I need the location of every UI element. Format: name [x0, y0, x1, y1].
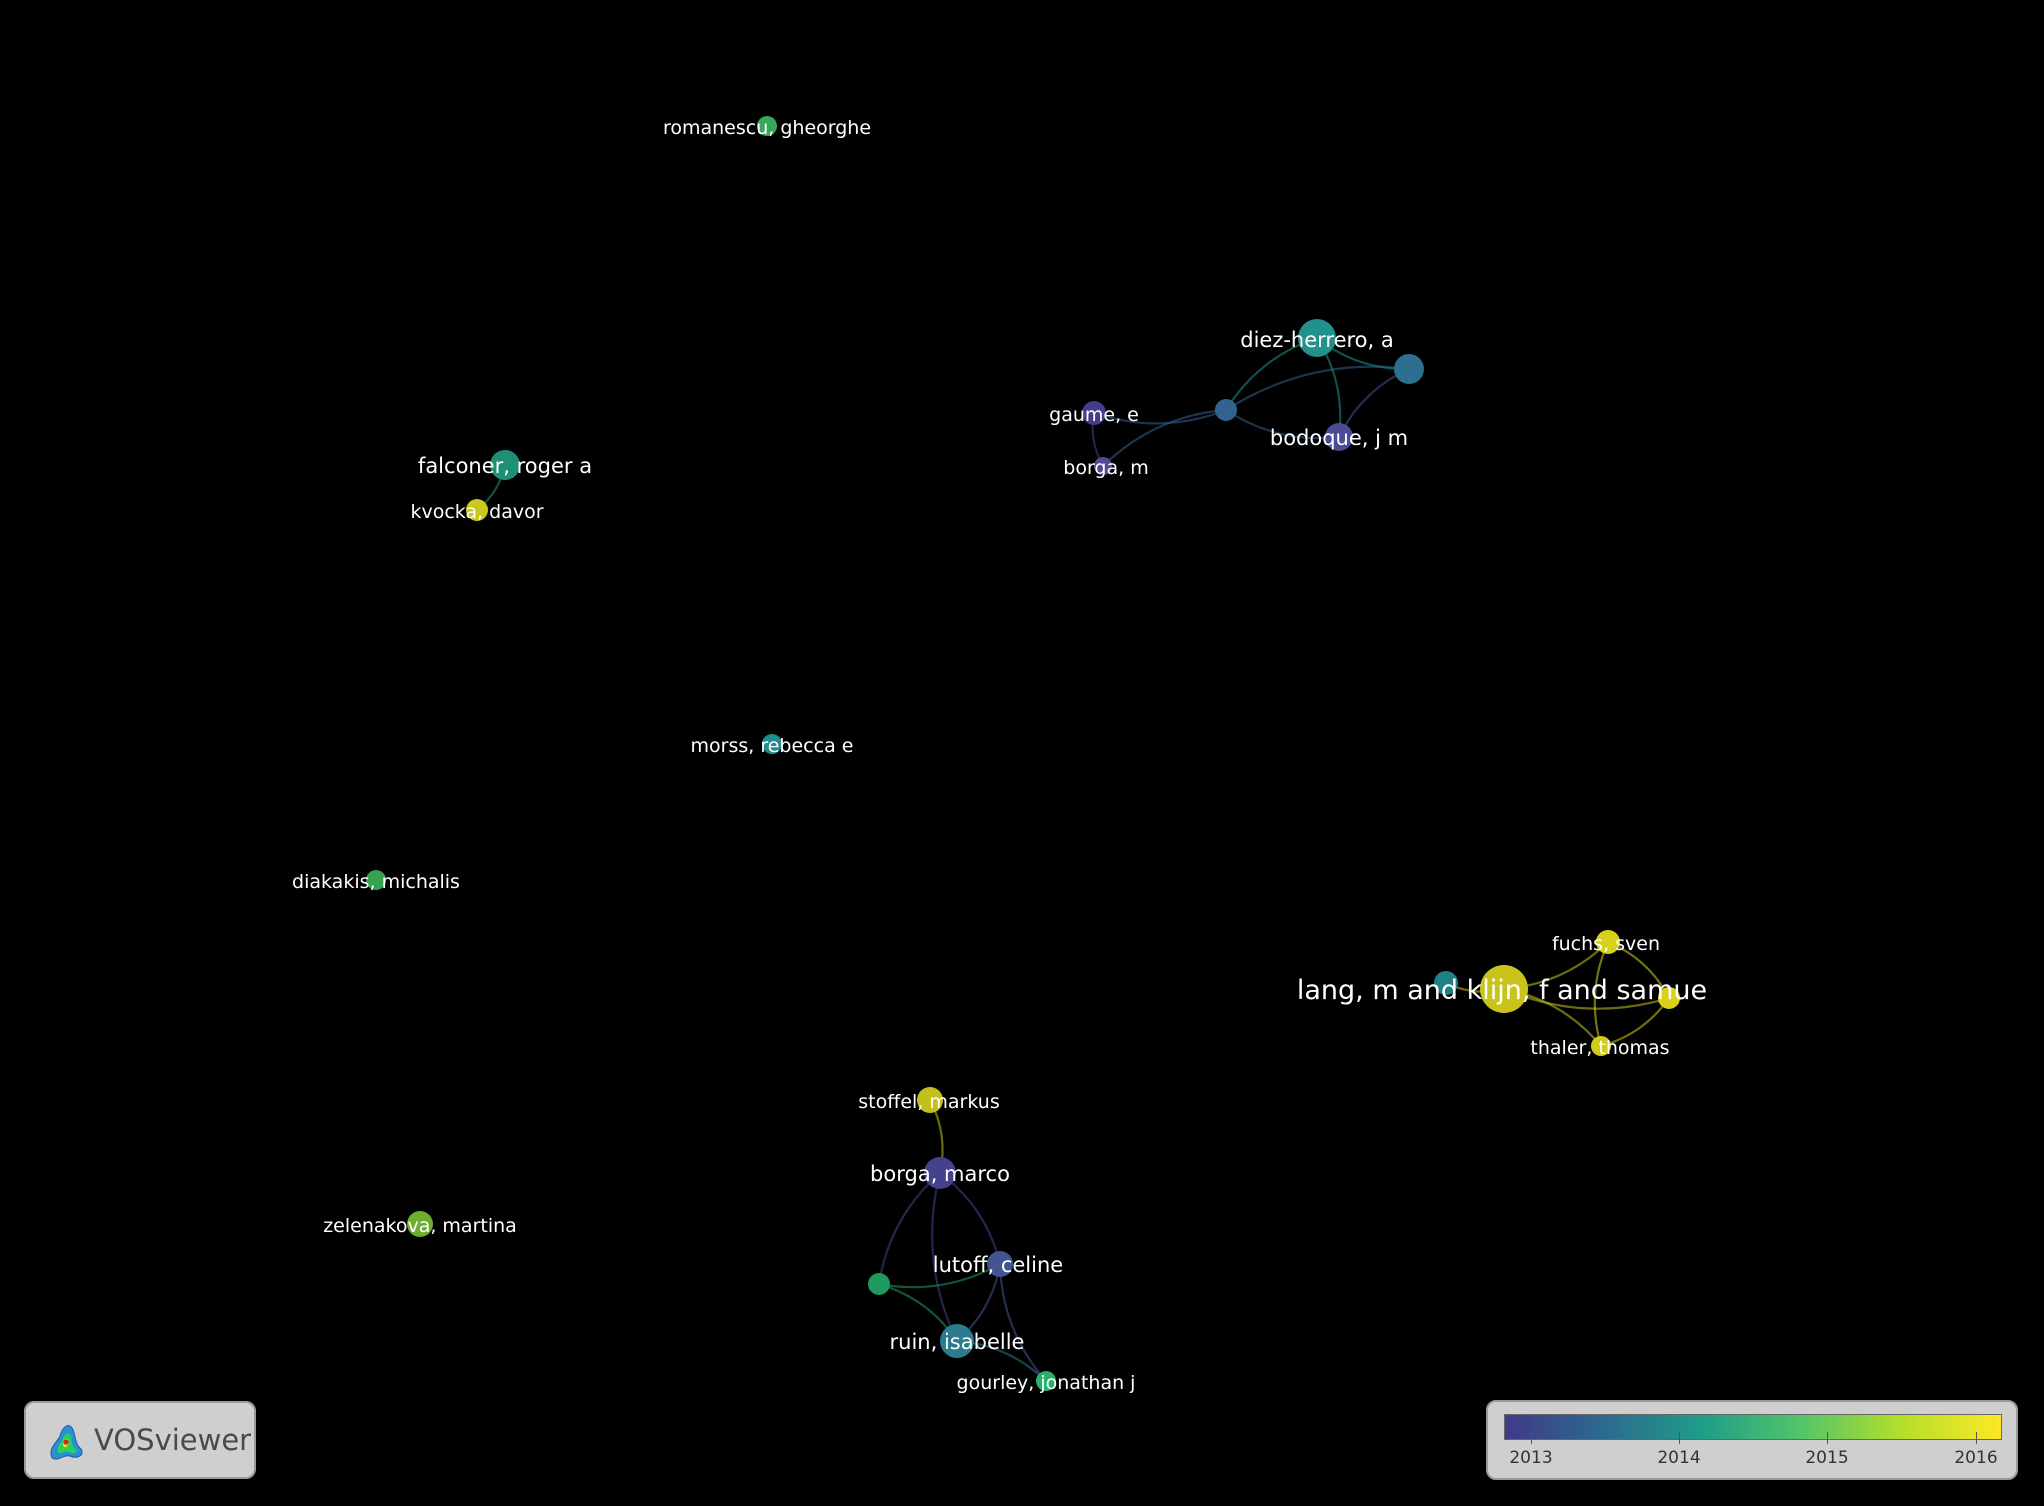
- author-node[interactable]: [1094, 457, 1112, 475]
- labels-layer: romanescu, gheorghe diez-herrero, a gaume,…: [292, 117, 1707, 1394]
- author-label[interactable]: morss, rebecca e: [691, 735, 854, 757]
- co-authorship-link: [877, 1172, 941, 1285]
- vosviewer-logo-icon: [50, 1425, 83, 1460]
- color-scale-bar: [1504, 1414, 2002, 1440]
- author-node[interactable]: [987, 1251, 1013, 1277]
- author-node[interactable]: [762, 734, 782, 754]
- legend-tick: [1679, 1432, 1680, 1444]
- links-layer: [476, 336, 1670, 1382]
- author-node[interactable]: [757, 116, 777, 136]
- author-node[interactable]: [1325, 423, 1353, 451]
- author-label[interactable]: gaume, e: [1049, 404, 1139, 426]
- legend-tick: [1827, 1432, 1828, 1444]
- legend-tick: [1976, 1432, 1977, 1444]
- author-label[interactable]: bodoque, j m: [1270, 426, 1408, 450]
- author-node[interactable]: [366, 870, 386, 890]
- author-node[interactable]: [868, 1273, 890, 1295]
- author-label[interactable]: falconer, roger a: [418, 454, 592, 478]
- author-label[interactable]: lutoff, celine: [933, 1253, 1063, 1277]
- legend-tick-label: 2013: [1509, 1448, 1553, 1468]
- author-label[interactable]: diez-herrero, a: [1240, 328, 1394, 352]
- author-node[interactable]: [1298, 319, 1336, 357]
- author-node[interactable]: [940, 1324, 974, 1358]
- co-authorship-link: [998, 1263, 1047, 1382]
- author-node[interactable]: [466, 499, 488, 521]
- legend-tick-label: 2016: [1954, 1448, 1998, 1468]
- author-label[interactable]: lang, m and klijn, f and samue: [1297, 975, 1707, 1006]
- author-label[interactable]: diakakis, michalis: [292, 871, 460, 893]
- author-node[interactable]: [1596, 930, 1620, 954]
- author-node[interactable]: [407, 1211, 433, 1237]
- co-authorship-link: [1225, 365, 1410, 411]
- author-label[interactable]: stoffel, markus: [858, 1091, 999, 1113]
- author-node[interactable]: [1394, 354, 1424, 384]
- author-node[interactable]: [917, 1087, 943, 1113]
- author-label[interactable]: borga, m: [1063, 457, 1148, 479]
- author-label[interactable]: ruin, isabelle: [890, 1330, 1025, 1354]
- author-label[interactable]: borga, marco: [870, 1162, 1010, 1186]
- author-node[interactable]: [490, 450, 520, 480]
- color-scale-legend: 2013 2014 2015 2016: [1486, 1400, 2018, 1480]
- author-node[interactable]: [1036, 1371, 1056, 1391]
- co-authorship-link: [1093, 408, 1227, 425]
- author-label[interactable]: kvocka, davor: [410, 501, 543, 523]
- author-node[interactable]: [1434, 971, 1458, 995]
- author-label[interactable]: gourley, jonathan j: [957, 1372, 1136, 1394]
- author-node[interactable]: [1082, 401, 1106, 425]
- author-label[interactable]: romanescu, gheorghe: [663, 117, 871, 139]
- legend-tick-label: 2014: [1657, 1448, 1701, 1468]
- author-node[interactable]: [1591, 1036, 1611, 1056]
- nodes-layer: [366, 116, 1680, 1391]
- co-authorship-link: [939, 1172, 1002, 1265]
- author-label[interactable]: thaler, thomas: [1530, 1037, 1669, 1059]
- co-authorship-link: [1102, 408, 1227, 467]
- author-node[interactable]: [1658, 987, 1680, 1009]
- co-authorship-link: [931, 1172, 958, 1342]
- author-label[interactable]: fuchs, sven: [1552, 933, 1660, 955]
- author-node[interactable]: [924, 1157, 956, 1189]
- author-node[interactable]: [1480, 965, 1528, 1013]
- author-node[interactable]: [1215, 399, 1237, 421]
- legend-tick-label: 2015: [1805, 1448, 1849, 1468]
- author-label[interactable]: zelenakova, martina: [323, 1215, 517, 1237]
- vosviewer-logo: VOSviewer: [24, 1401, 256, 1479]
- vosviewer-logo-text: VOSviewer: [94, 1423, 252, 1457]
- legend-tick: [1531, 1432, 1532, 1444]
- co-authorship-link: [878, 1263, 1001, 1289]
